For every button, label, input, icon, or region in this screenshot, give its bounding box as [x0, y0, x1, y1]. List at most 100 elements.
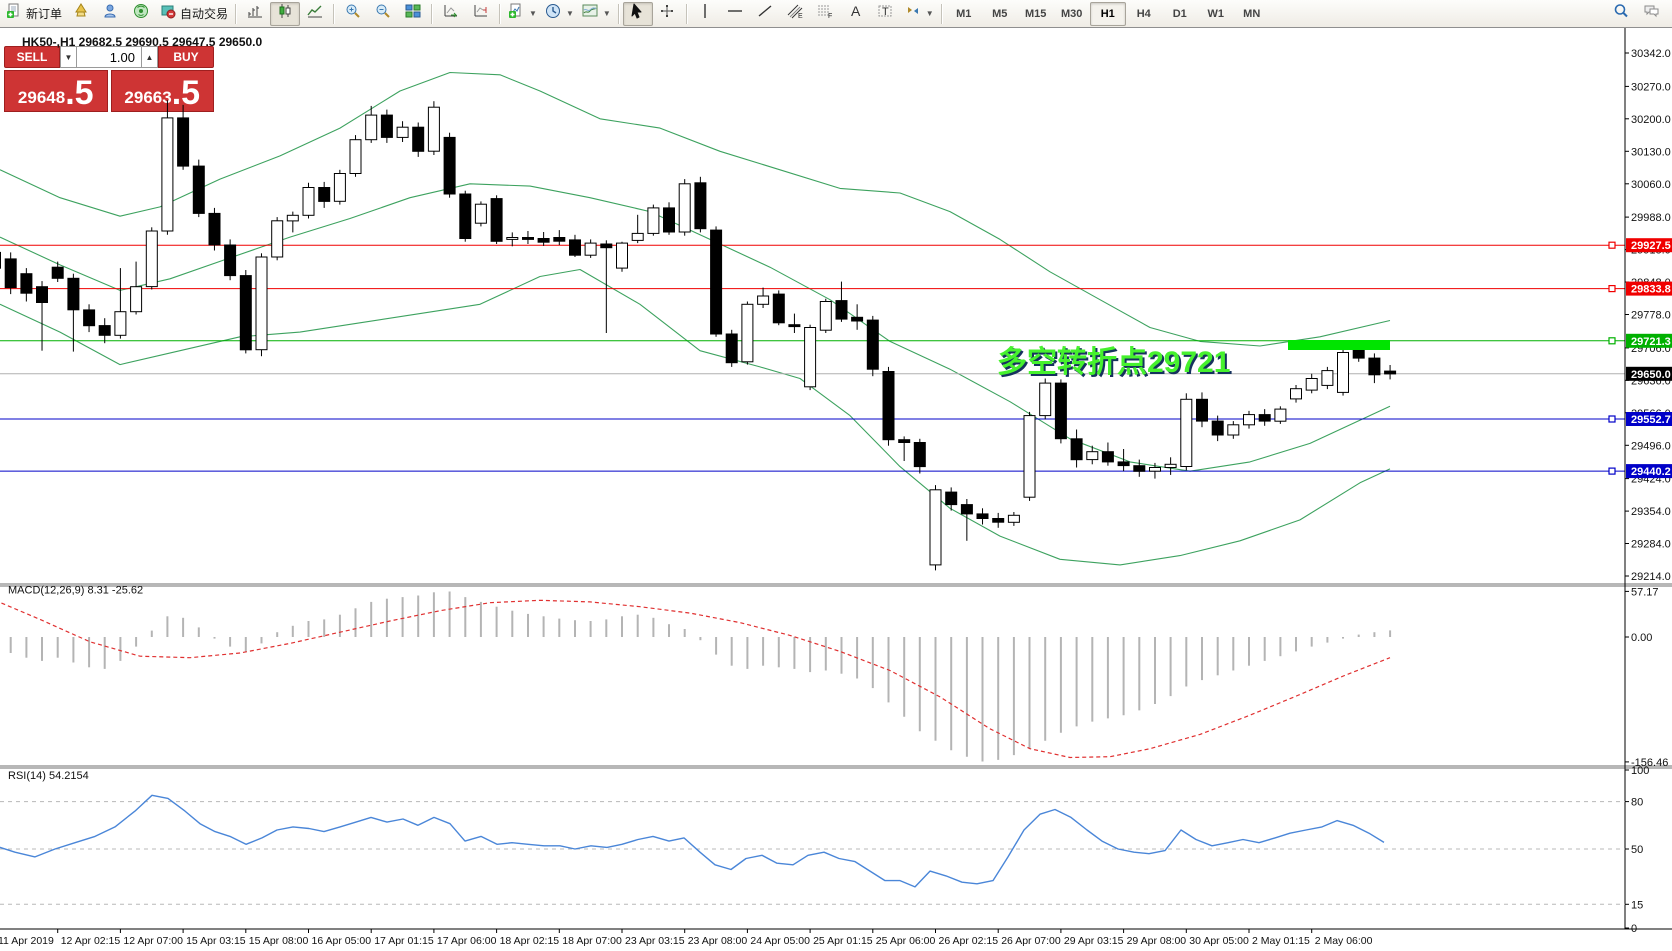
templates-icon	[582, 3, 599, 24]
svg-text:多空转折点29721: 多空转折点29721	[997, 346, 1230, 379]
shapes-button[interactable]: ▼	[901, 2, 938, 26]
svg-text:29 Apr 03:15: 29 Apr 03:15	[1064, 935, 1124, 947]
templates-button[interactable]: ▼	[578, 2, 615, 26]
timeframe-m15-button[interactable]: M15	[1025, 7, 1047, 20]
timeframe-w1-button[interactable]: W1	[1207, 7, 1224, 20]
svg-text:17 Apr 01:15: 17 Apr 01:15	[374, 935, 434, 947]
crosshair-button[interactable]	[653, 2, 683, 26]
fibonacci-icon: F	[817, 3, 834, 24]
periods-button[interactable]: ▼	[541, 2, 578, 26]
svg-text:15: 15	[1631, 899, 1643, 911]
svg-text:29927.5: 29927.5	[1631, 240, 1671, 252]
channel-icon: E	[787, 3, 804, 24]
vertical-line-button[interactable]	[691, 2, 721, 26]
svg-text:100: 100	[1631, 765, 1649, 777]
search-button[interactable]	[1606, 2, 1636, 26]
autotrade-label: 自动交易	[180, 7, 229, 21]
cursor-button[interactable]	[622, 1, 653, 26]
timeframe-d1-button[interactable]: D1	[1172, 7, 1187, 20]
sell-button[interactable]: SELL	[4, 46, 60, 68]
chart-shift-button[interactable]	[466, 2, 496, 26]
bollinger-bands	[0, 71, 1391, 566]
toolbar: 新订单 自动交易 ▼ ▼ ▼ E F A T ▼ M1 M5 M15 M30 H1 H4 D1 W1 MN	[0, 0, 1672, 28]
bar-chart-icon	[247, 3, 264, 24]
svg-text:25 Apr 01:15: 25 Apr 01:15	[813, 935, 873, 947]
volume-decrease-button[interactable]: ▼	[60, 46, 77, 68]
svg-text:2 May 01:15: 2 May 01:15	[1252, 935, 1310, 947]
tile-windows-button[interactable]	[398, 2, 428, 26]
volume-input[interactable]: 1.00	[77, 46, 141, 68]
line-chart-button[interactable]	[300, 2, 330, 26]
time-axis[interactable]: 11 Apr 2019 12 Apr 02:15 12 Apr 07:00 15 Ap…	[0, 929, 1373, 947]
buy-price-pip: .5	[171, 74, 201, 112]
svg-text:HK50-,H1 29682.5 29690.5 2964: HK50-,H1 29682.5 29690.5 29647.5 29650.0	[22, 35, 263, 49]
highlight-zone-rect[interactable]	[1288, 340, 1390, 350]
zoom-in-button[interactable]	[338, 2, 368, 26]
macd-pane: MACD(12,26,9) 8.31 -25.62 57.17 0.00 -156.4…	[0, 584, 1668, 769]
toolbar-separator	[235, 3, 238, 24]
text-button[interactable]: A	[841, 2, 871, 26]
pane-separators[interactable]	[0, 583, 1672, 930]
timeframe-h1-button[interactable]: H1	[1089, 1, 1126, 26]
label-button[interactable]: T	[871, 2, 901, 26]
timeframe-mn-button[interactable]: MN	[1243, 7, 1261, 20]
chat-button[interactable]	[1636, 2, 1666, 26]
autotrade-icon	[160, 3, 177, 24]
timeframe-h4-button[interactable]: H4	[1136, 7, 1151, 20]
chat-icon	[1643, 3, 1660, 24]
bar-chart-button[interactable]	[240, 2, 270, 26]
horizontal-line-button[interactable]	[721, 2, 751, 26]
price-axis[interactable]: 30342.0 30270.0 30200.0 30130.0 30060.0 29988…	[1625, 48, 1671, 583]
buy-button[interactable]: BUY	[158, 46, 214, 68]
fibonacci-button[interactable]: F	[811, 2, 841, 26]
svg-text:25 Apr 06:00: 25 Apr 06:00	[876, 935, 936, 947]
svg-text:15 Apr 08:00: 15 Apr 08:00	[249, 935, 309, 947]
profile-button[interactable]	[96, 2, 126, 26]
cursor-icon	[629, 3, 646, 24]
sell-price-main: 29648	[17, 88, 66, 107]
new-order-button[interactable]: 新订单	[2, 2, 66, 26]
svg-text:F: F	[828, 13, 832, 19]
lamp-icon	[73, 3, 90, 24]
signal-button[interactable]	[126, 2, 156, 26]
svg-text:29721.3: 29721.3	[1631, 336, 1671, 348]
svg-text:12 Apr 07:00: 12 Apr 07:00	[123, 935, 183, 947]
trendline-button[interactable]	[751, 2, 781, 26]
svg-text:16 Apr 05:00: 16 Apr 05:00	[312, 935, 372, 947]
line-chart-icon	[306, 3, 324, 24]
svg-text:30 Apr 05:00: 30 Apr 05:00	[1189, 935, 1249, 947]
timeframe-m1-button[interactable]: M1	[956, 7, 972, 20]
svg-text:50: 50	[1631, 844, 1643, 856]
tile-windows-icon	[405, 3, 422, 24]
indicators-button[interactable]: ▼	[504, 2, 541, 26]
candlesticks	[0, 100, 1397, 571]
auto-scroll-button[interactable]	[436, 2, 466, 26]
toolbar-separator	[617, 3, 620, 24]
candlestick-button[interactable]	[270, 1, 301, 26]
svg-text:29650.0: 29650.0	[1631, 369, 1671, 381]
one-click-trading-panel: SELL ▼ 1.00 ▲ BUY 29648.5 29663.5	[4, 46, 214, 112]
timeframe-m30-button[interactable]: M30	[1061, 7, 1083, 20]
chevron-down-icon: ▼	[925, 9, 934, 18]
lamp-button[interactable]	[66, 2, 96, 26]
timeframe-m5-button[interactable]: M5	[992, 7, 1008, 20]
svg-text:12 Apr 02:15: 12 Apr 02:15	[61, 935, 121, 947]
sell-price[interactable]: 29648.5	[4, 70, 108, 112]
svg-text:29833.8: 29833.8	[1631, 284, 1671, 296]
chart-area[interactable]: 多空转折点29721 多空转折点29721 HK50-,H1 29682.5 296…	[0, 12, 1672, 951]
svg-text:30200.0: 30200.0	[1631, 114, 1671, 126]
sell-price-pip: .5	[65, 74, 94, 112]
channel-button[interactable]: E	[781, 2, 811, 26]
crosshair-icon	[659, 3, 676, 24]
svg-text:11 Apr 2019: 11 Apr 2019	[0, 935, 54, 947]
zoom-out-button[interactable]	[368, 2, 398, 26]
svg-text:2 May 06:00: 2 May 06:00	[1315, 935, 1373, 947]
volume-increase-button[interactable]: ▲	[141, 46, 158, 68]
buy-price[interactable]: 29663.5	[110, 70, 214, 112]
autotrade-button[interactable]: 自动交易	[156, 2, 232, 26]
svg-text:30130.0: 30130.0	[1631, 146, 1671, 158]
svg-text:24 Apr 05:00: 24 Apr 05:00	[750, 935, 810, 947]
